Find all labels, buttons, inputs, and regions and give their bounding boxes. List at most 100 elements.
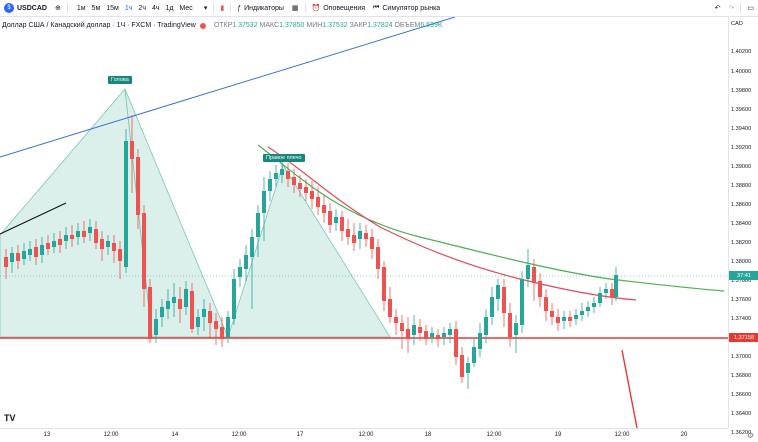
candle-body[interactable] bbox=[46, 243, 50, 249]
candle-body[interactable] bbox=[40, 245, 44, 255]
candle-body[interactable] bbox=[478, 333, 482, 349]
candle-body[interactable] bbox=[526, 265, 530, 279]
candle-body[interactable] bbox=[154, 319, 158, 335]
interval-2h[interactable]: 2ч bbox=[138, 4, 146, 12]
candle-body[interactable] bbox=[538, 281, 542, 297]
candle-body[interactable] bbox=[34, 247, 38, 257]
tradingview-logo[interactable]: TV bbox=[4, 413, 16, 423]
candle-body[interactable] bbox=[130, 141, 134, 159]
candle-body[interactable] bbox=[574, 315, 578, 319]
replay-button[interactable]: ⏮ Симулятор рынка bbox=[369, 0, 444, 16]
candle-body[interactable] bbox=[268, 179, 272, 191]
candle-body[interactable] bbox=[244, 255, 248, 269]
candle-body[interactable] bbox=[472, 347, 476, 363]
chart-pane[interactable]: Голова Правое плечо bbox=[0, 16, 728, 429]
candle-body[interactable] bbox=[346, 229, 350, 237]
candle-body[interactable] bbox=[10, 253, 14, 262]
candle-body[interactable] bbox=[280, 169, 284, 175]
candle-body[interactable] bbox=[418, 327, 422, 333]
candle-body[interactable] bbox=[298, 183, 302, 189]
settings-gear-icon[interactable]: ⚙ bbox=[746, 431, 754, 440]
candle-body[interactable] bbox=[532, 267, 536, 283]
candle-body[interactable] bbox=[286, 171, 290, 179]
candle-body[interactable] bbox=[118, 249, 122, 261]
candle-body[interactable] bbox=[238, 267, 242, 277]
candle-body[interactable] bbox=[160, 307, 164, 317]
time-scale[interactable]: 13 12:00 14 12:00 17 12:00 18 12:00 19 12:00 20 bbox=[0, 428, 728, 442]
candle-body[interactable] bbox=[22, 251, 26, 259]
candle-body[interactable] bbox=[394, 317, 398, 323]
chart-canvas[interactable] bbox=[0, 16, 728, 429]
candle-body[interactable] bbox=[256, 213, 260, 237]
price-scale[interactable]: CAD 1.40200 1.40000 1.39800 1.39600 1.39400 1… bbox=[728, 17, 758, 436]
interval-4h[interactable]: 4ч bbox=[151, 4, 160, 12]
candle-body[interactable] bbox=[388, 299, 392, 317]
interval-dropdown[interactable]: ▾ bbox=[200, 0, 212, 16]
interval-1d[interactable]: 1д bbox=[165, 4, 174, 12]
compare-button[interactable]: ⊕ bbox=[51, 0, 65, 16]
candle-body[interactable] bbox=[220, 327, 224, 339]
candle-body[interactable] bbox=[184, 289, 188, 307]
candle-body[interactable] bbox=[550, 311, 554, 317]
candle-body[interactable] bbox=[508, 313, 512, 337]
candle-body[interactable] bbox=[556, 317, 560, 323]
candle-body[interactable] bbox=[406, 329, 410, 339]
undo-button[interactable]: ↶ bbox=[711, 0, 725, 16]
chart-type-button[interactable]: ▮ bbox=[216, 0, 228, 16]
candle-body[interactable] bbox=[4, 257, 8, 267]
candle-body[interactable] bbox=[106, 241, 110, 247]
interval-month[interactable]: Мес bbox=[179, 4, 193, 12]
candle-body[interactable] bbox=[304, 187, 308, 193]
candle-body[interactable] bbox=[322, 205, 326, 213]
candle-body[interactable] bbox=[520, 279, 524, 325]
candle-body[interactable] bbox=[604, 289, 608, 293]
candle-body[interactable] bbox=[232, 279, 236, 319]
candle-body[interactable] bbox=[448, 329, 452, 335]
interval-5m[interactable]: 5м bbox=[91, 4, 101, 12]
candle-body[interactable] bbox=[76, 231, 80, 237]
candle-body[interactable] bbox=[430, 333, 434, 337]
trendline-black[interactable] bbox=[0, 202, 67, 235]
candle-body[interactable] bbox=[124, 141, 128, 267]
candle-body[interactable] bbox=[292, 177, 296, 185]
candle-body[interactable] bbox=[214, 321, 218, 329]
indicators-button[interactable]: ƒ Индикаторы bbox=[233, 0, 288, 16]
symbol-search[interactable]: $ USDCAD bbox=[0, 0, 51, 16]
interval-15m[interactable]: 15м bbox=[106, 4, 119, 12]
interval-1m[interactable]: 1м bbox=[76, 4, 86, 12]
candle-body[interactable] bbox=[370, 237, 374, 249]
candle-body[interactable] bbox=[466, 363, 470, 373]
candle-body[interactable] bbox=[274, 173, 278, 179]
ma-green-line[interactable] bbox=[257, 144, 725, 292]
trendline-blue[interactable] bbox=[0, 16, 456, 158]
candle-body[interactable] bbox=[178, 299, 182, 309]
candle-body[interactable] bbox=[484, 317, 488, 335]
currency-label[interactable]: CAD bbox=[731, 21, 743, 27]
candle-body[interactable] bbox=[442, 333, 446, 337]
candle-body[interactable] bbox=[454, 329, 458, 357]
candle-body[interactable] bbox=[250, 237, 254, 257]
projection-line[interactable] bbox=[621, 349, 638, 429]
candle-body[interactable] bbox=[514, 323, 518, 335]
pattern-right-shoulder[interactable] bbox=[227, 164, 391, 338]
candle-body[interactable] bbox=[166, 301, 170, 309]
candle-body[interactable] bbox=[82, 231, 86, 237]
candle-body[interactable] bbox=[460, 355, 464, 377]
pattern-label-right-shoulder[interactable]: Правое плечо bbox=[263, 154, 305, 162]
candle-body[interactable] bbox=[364, 233, 368, 239]
candle-body[interactable] bbox=[568, 317, 572, 321]
candle-body[interactable] bbox=[52, 241, 56, 247]
candle-body[interactable] bbox=[382, 267, 386, 301]
candle-body[interactable] bbox=[316, 197, 320, 207]
candle-body[interactable] bbox=[226, 317, 230, 337]
candle-body[interactable] bbox=[172, 297, 176, 303]
candle-body[interactable] bbox=[16, 253, 20, 261]
ma-red-line[interactable] bbox=[267, 146, 637, 301]
candle-body[interactable] bbox=[502, 287, 506, 313]
candle-body[interactable] bbox=[262, 191, 266, 213]
interval-1h[interactable]: 1ч bbox=[124, 4, 133, 12]
candle-body[interactable] bbox=[148, 287, 152, 339]
candle-body[interactable] bbox=[544, 297, 548, 311]
candle-body[interactable] bbox=[376, 247, 380, 269]
candle-body[interactable] bbox=[190, 291, 194, 329]
